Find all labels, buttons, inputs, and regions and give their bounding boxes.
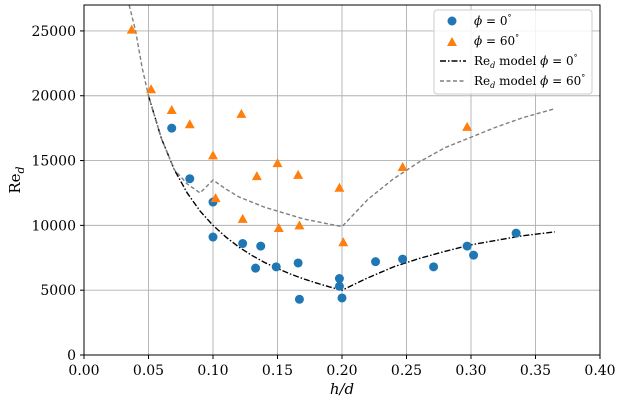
point-phi0 [337, 293, 347, 303]
y-axis-label: Red [6, 166, 27, 193]
point-phi60 [237, 213, 248, 223]
point-phi0 [167, 123, 177, 133]
point-phi60 [126, 24, 137, 34]
point-phi60 [208, 150, 218, 160]
point-phi60 [273, 222, 284, 232]
x-tick-label: 0.10 [197, 363, 228, 379]
point-phi60 [294, 220, 305, 230]
model-line-phi60 [128, 5, 556, 228]
x-tick-label: 0.05 [133, 363, 164, 379]
point-phi0 [462, 241, 472, 251]
point-phi60 [397, 162, 408, 172]
data-points [126, 24, 521, 304]
x-tick-label: 0.35 [520, 363, 551, 379]
point-phi60 [184, 119, 195, 129]
point-phi0 [185, 174, 195, 184]
legend-label-model-phi60: Red model ϕ = 60° [474, 73, 585, 90]
y-tick-label: 10000 [31, 218, 76, 234]
point-phi60 [251, 171, 262, 181]
legend-label-phi0: ϕ = 0° [474, 13, 512, 28]
y-tick-label: 15000 [31, 154, 76, 170]
legend-box [433, 9, 593, 95]
point-phi60 [146, 84, 157, 94]
point-phi0 [429, 262, 439, 272]
legend-label-model-phi0: Red model ϕ = 0° [474, 53, 578, 70]
y-tick-label: 0 [67, 348, 76, 364]
point-phi0 [334, 281, 344, 291]
x-tick-label: 0.00 [68, 363, 99, 379]
y-tick-label: 25000 [31, 24, 76, 40]
point-phi60 [334, 182, 345, 192]
point-phi60 [293, 169, 304, 179]
legend-marker-phi60 [447, 37, 457, 46]
point-phi0 [334, 274, 344, 284]
model-lines [128, 5, 556, 291]
point-phi0 [511, 228, 521, 238]
x-tick-label: 0.30 [455, 363, 486, 379]
x-tick-label: 0.20 [326, 363, 357, 379]
x-tick-label: 0.15 [262, 363, 293, 379]
x-axis-label: h/d [330, 380, 354, 398]
legend-label-phi60: ϕ = 60° [474, 33, 519, 48]
legend: ϕ = 0° ϕ = 60° Red model ϕ = 0° Red mode… [433, 9, 593, 95]
point-phi0 [469, 250, 479, 260]
point-phi0 [208, 232, 218, 242]
point-phi60 [210, 193, 221, 203]
point-phi0 [294, 294, 304, 304]
point-phi60 [338, 237, 349, 247]
model-line-phi0 [147, 95, 555, 291]
point-phi0 [293, 258, 303, 268]
x-tick-label: 0.40 [584, 363, 615, 379]
x-axis: 0.00 0.05 0.10 0.15 0.20 0.25 0.30 0.35 0.40 [68, 355, 616, 379]
point-phi0 [238, 239, 248, 249]
point-phi60 [272, 158, 283, 168]
point-phi0 [371, 257, 381, 267]
point-phi0 [251, 263, 261, 273]
point-phi60 [236, 108, 247, 118]
point-phi0 [398, 254, 408, 264]
y-tick-label: 5000 [40, 283, 76, 299]
x-tick-label: 0.25 [391, 363, 422, 379]
point-phi60 [166, 105, 177, 114]
point-phi60 [462, 121, 473, 131]
point-phi0 [256, 241, 266, 251]
y-tick-label: 20000 [31, 89, 76, 105]
legend-marker-phi0 [447, 16, 457, 26]
point-phi0 [271, 262, 281, 272]
y-axis: 0 5000 10000 15000 20000 25000 [31, 24, 84, 364]
